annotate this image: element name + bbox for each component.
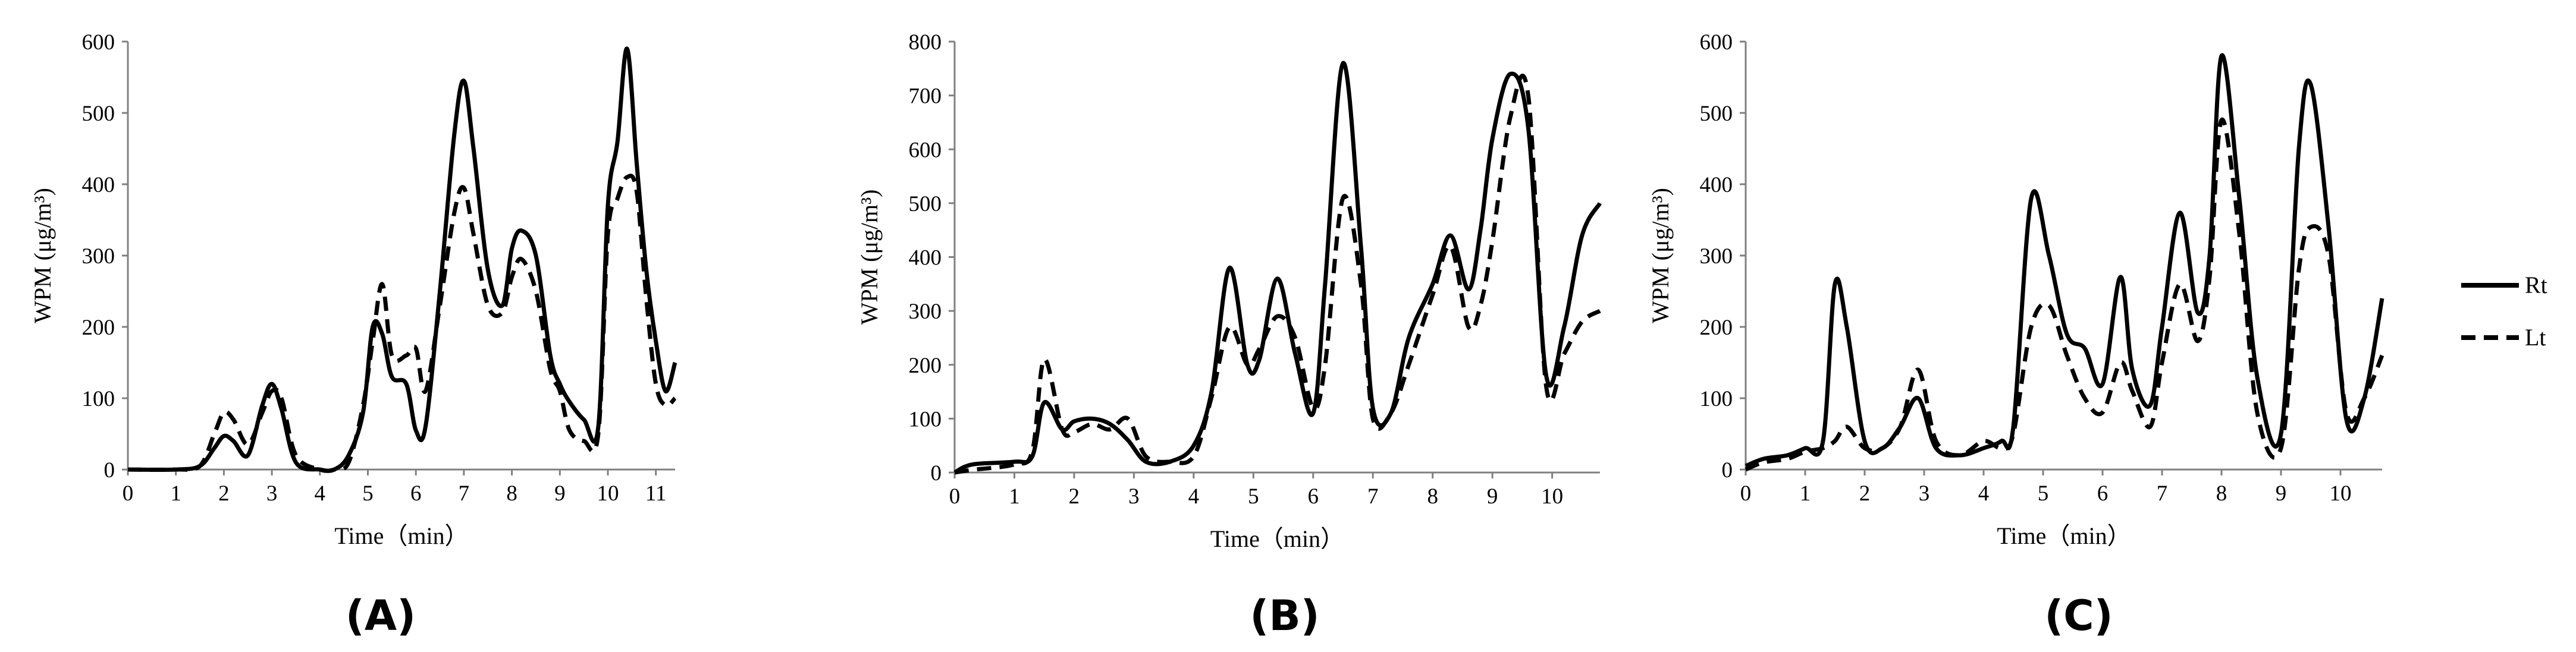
x-tick-label: 4: [1978, 481, 1990, 506]
x-tick-label: 3: [266, 481, 278, 506]
y-tick-label: 100: [909, 407, 942, 431]
y-tick-label: 0: [931, 461, 942, 486]
x-tick-label: 1: [1009, 484, 1020, 509]
y-tick-label: 800: [909, 30, 942, 55]
y-tick-label: 300: [909, 300, 942, 324]
x-tick-label: 1: [170, 481, 181, 506]
series-line-rt: [127, 46, 677, 473]
x-tick-label: 2: [1859, 481, 1871, 506]
x-tick-label: 4: [1188, 484, 1200, 509]
y-tick-label: 500: [82, 102, 115, 126]
legend-label-rt: Rt: [2525, 272, 2547, 298]
y-tick-label: 500: [1700, 102, 1733, 126]
x-tick-label: 9: [554, 481, 566, 506]
chart-panel-1: 0 100 200 300 400 500 600 0 1 2 3 4 5 6 7 8 9 10 11 Time（mi…: [29, 30, 677, 640]
x-tick-label: 10: [1541, 484, 1563, 509]
y-tick-label: 300: [1700, 244, 1733, 269]
x-tick-label: 4: [315, 481, 326, 506]
y-tick-label: 400: [82, 173, 115, 197]
x-tick-label: 7: [2157, 481, 2168, 506]
y-axis-title: WPM (μg/m³): [29, 188, 56, 323]
y-tick-label: 600: [82, 30, 115, 55]
y-tick-label: 300: [82, 244, 115, 269]
x-tick-label: 5: [2038, 481, 2049, 506]
y-tick-label: 600: [909, 138, 942, 162]
x-tick-label: 7: [1367, 484, 1379, 509]
x-tick-label: 9: [1487, 484, 1498, 509]
y-tick-label: 400: [1700, 173, 1733, 197]
x-tick-label: 2: [1069, 484, 1080, 509]
y-tick-label: 100: [1700, 387, 1733, 411]
chart-panel-2: 0 100 200 300 400 500 600 700 800 0 1 2 3 4 5 6 7 8 9 10 Tim…: [856, 30, 1602, 640]
x-tick-label: 0: [123, 481, 134, 506]
x-tick-label: 2: [218, 481, 230, 506]
x-tick-label: 3: [1919, 481, 1930, 506]
series-line-lt: [127, 174, 677, 473]
y-tick-label: 200: [1700, 316, 1733, 340]
x-tick-label: 1: [1800, 481, 1811, 506]
y-tick-label: 200: [82, 316, 115, 340]
y-axis-title: WPM (μg/m³): [1647, 188, 1674, 323]
series-line-lt: [1744, 117, 2384, 472]
x-tick-label: 7: [459, 481, 470, 506]
series-line-rt: [953, 61, 1602, 475]
legend: Rt Lt: [2461, 272, 2547, 351]
legend-label-lt: Lt: [2525, 324, 2546, 351]
y-tick-label: 200: [909, 354, 942, 378]
y-tick-label: 100: [82, 387, 115, 411]
x-tick-label: 11: [645, 481, 667, 506]
series-line-rt: [1744, 53, 2384, 468]
x-tick-label: 5: [1248, 484, 1259, 509]
panel-label: (A): [346, 591, 416, 640]
x-tick-label: 5: [362, 481, 374, 506]
y-tick-label: 700: [909, 84, 942, 109]
panel-label: (B): [1250, 591, 1319, 640]
panel-label: (C): [2044, 591, 2113, 640]
x-axis-title: Time（min）: [334, 522, 468, 549]
x-tick-label: 6: [2097, 481, 2109, 506]
chart-panel-3: 0 100 200 300 400 500 600 0 1 2 3 4 5 6 7 8 9 10 Time（min）…: [1647, 30, 2384, 640]
x-axis-title: Time（min）: [1210, 525, 1344, 552]
x-tick-label: 0: [949, 484, 961, 509]
x-tick-label: 6: [410, 481, 422, 506]
y-tick-label: 0: [104, 458, 115, 483]
x-tick-label: 8: [506, 481, 517, 506]
y-tick-label: 400: [909, 246, 942, 270]
y-tick-label: 0: [1722, 458, 1733, 483]
x-tick-label: 6: [1308, 484, 1319, 509]
x-tick-label: 8: [1427, 484, 1438, 509]
x-tick-label: 9: [2276, 481, 2287, 506]
y-tick-label: 600: [1700, 30, 1733, 55]
y-tick-label: 500: [909, 192, 942, 216]
series-line-lt: [954, 74, 1601, 475]
x-tick-label: 3: [1128, 484, 1140, 509]
x-tick-label: 8: [2216, 481, 2227, 506]
x-tick-label: 10: [2330, 481, 2352, 506]
y-axis-title: WPM (μg/m³): [856, 190, 883, 325]
x-tick-label: 10: [597, 481, 619, 506]
x-tick-label: 0: [1740, 481, 1752, 506]
x-axis-title: Time（min）: [1997, 522, 2131, 549]
